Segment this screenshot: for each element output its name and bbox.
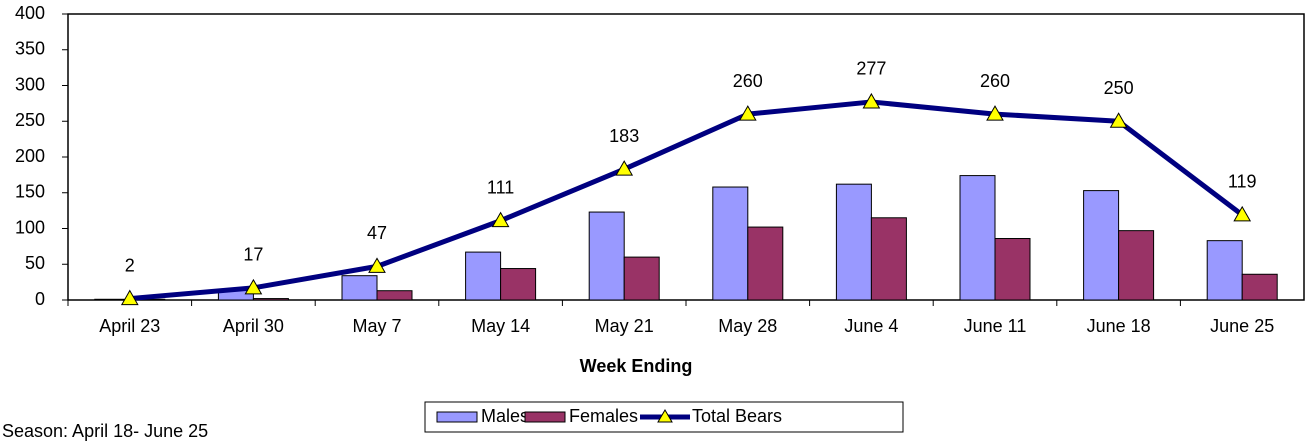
marker — [986, 105, 1004, 121]
x-tick-label: May 21 — [595, 316, 654, 336]
y-tick-label: 250 — [15, 110, 45, 130]
y-tick-label: 300 — [15, 74, 45, 94]
marker — [1233, 205, 1252, 222]
bar — [623, 256, 660, 301]
bar — [959, 175, 996, 301]
bar — [1118, 230, 1155, 301]
data-label: 277 — [856, 59, 886, 79]
bar — [747, 226, 784, 301]
x-tick-label: June 25 — [1210, 316, 1274, 336]
legend-swatch — [436, 411, 478, 423]
x-tick-label: April 30 — [223, 316, 284, 336]
x-tick-label: May 7 — [352, 316, 401, 336]
line — [129, 99, 1244, 302]
y-tick-label: 200 — [15, 146, 45, 166]
data-label: 119 — [1228, 172, 1257, 192]
bar — [1206, 240, 1243, 301]
bar — [835, 183, 872, 301]
data-label: 2 — [125, 255, 135, 275]
marker — [862, 92, 881, 109]
bar — [500, 268, 537, 301]
marker — [368, 257, 386, 273]
bar — [376, 290, 413, 301]
footnote: Season: April 18- June 25 — [2, 421, 208, 441]
marker — [244, 278, 263, 295]
legend-label: Females — [569, 406, 638, 426]
y-tick-label: 150 — [15, 182, 45, 202]
x-tick-label: May 28 — [718, 316, 777, 336]
legend-swatch — [524, 411, 566, 423]
x-tick-label: June 4 — [844, 316, 898, 336]
x-tick-label: June 11 — [964, 316, 1027, 336]
x-axis-title: Week Ending — [580, 356, 693, 376]
y-tick-label: 350 — [15, 39, 45, 59]
bar — [252, 298, 289, 301]
data-label: 260 — [980, 71, 1010, 91]
data-label: 111 — [487, 177, 514, 197]
marker — [1109, 112, 1128, 128]
marker — [120, 289, 139, 306]
bar — [465, 251, 502, 301]
bar — [870, 217, 907, 301]
y-tick-label: 50 — [25, 253, 45, 273]
y-tick-label: 0 — [35, 289, 45, 309]
y-tick-label: 100 — [15, 217, 45, 237]
marker — [615, 160, 634, 176]
data-label: 47 — [367, 223, 387, 243]
bar — [1083, 190, 1120, 301]
legend-label: Males — [481, 406, 529, 426]
y-tick-label: 400 — [15, 3, 45, 23]
data-label: 183 — [609, 126, 639, 146]
legend-marker — [657, 409, 673, 423]
x-tick-label: May 14 — [471, 316, 530, 336]
bar — [588, 211, 625, 301]
x-tick-label: June 18 — [1087, 316, 1151, 336]
data-label: 260 — [733, 71, 763, 91]
data-label: 17 — [243, 245, 263, 265]
bar — [1241, 273, 1278, 301]
legend-label: Total Bears — [692, 406, 782, 426]
x-tick-label: April 23 — [99, 316, 160, 336]
bar — [341, 275, 378, 301]
bar — [712, 186, 749, 301]
marker — [738, 105, 757, 121]
marker — [491, 211, 510, 228]
bar — [994, 238, 1031, 301]
data-label: 250 — [1104, 78, 1134, 98]
